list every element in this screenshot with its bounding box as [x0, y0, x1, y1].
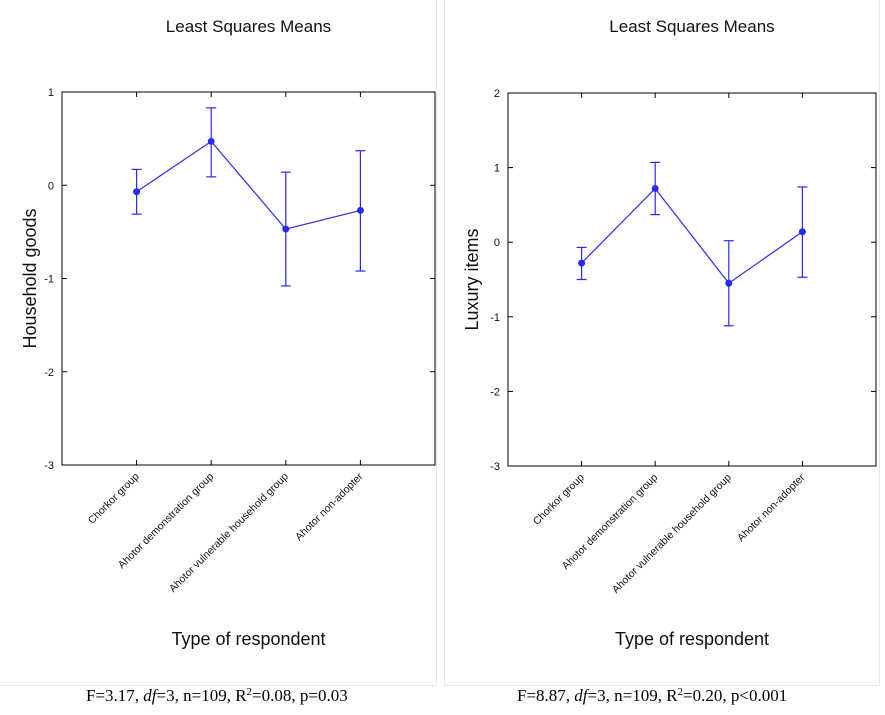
- data-point: [651, 184, 659, 192]
- plot-frame: [507, 92, 877, 467]
- household-goods-chart: Least Squares Means -3 -2 -1 0 1 Chorkor group…: [20, 17, 436, 649]
- y-tick-label: -3: [44, 460, 54, 472]
- x-category-label: Ahotor vulnerable household group: [610, 472, 734, 596]
- y-tick-label: -3: [490, 461, 500, 473]
- data-point: [356, 206, 364, 214]
- data-point: [282, 225, 290, 233]
- right-chart-panel: Least Squares Means -3 -2 -1 0 1 2 Chorkor grou…: [444, 0, 880, 686]
- y-tick-label: 1: [48, 87, 54, 99]
- stat-r2-sup: 2: [246, 686, 253, 698]
- y-tick-label: 0: [48, 180, 54, 192]
- y-tick-label: 1: [494, 163, 500, 175]
- plot-frame: [61, 91, 436, 466]
- series-line: [581, 187, 803, 285]
- x-axis-label: Type of respondent: [615, 629, 769, 649]
- y-tick-label: -1: [44, 274, 54, 286]
- y-axis-label: Luxury items: [462, 228, 482, 330]
- y-tick-label: 0: [494, 237, 500, 249]
- stat-df-value: =3, n=109, R: [587, 686, 678, 705]
- left-stats-caption: F=3.17, df=3, n=109, R2=0.08, p=0.03: [86, 686, 348, 706]
- data-point: [133, 188, 141, 196]
- data-point: [578, 259, 586, 267]
- stat-r2-sup: 2: [677, 686, 684, 698]
- x-category-label: Ahotor non-adopter: [735, 471, 808, 544]
- y-tick-label: 2: [494, 88, 500, 100]
- y-tick-label: -1: [490, 312, 500, 324]
- data-point: [798, 228, 806, 236]
- stat-df-label: df: [143, 686, 157, 705]
- x-category-label: Chorkor group: [86, 471, 142, 527]
- y-tick-label: -2: [44, 367, 54, 379]
- x-category-label: Ahotor non-adopter: [293, 470, 366, 543]
- series-line: [136, 140, 361, 230]
- y-tick-label: -2: [490, 386, 500, 398]
- x-category-label: Chorkor group: [531, 472, 587, 528]
- stat-f: F=8.87,: [517, 686, 575, 705]
- right-stats-caption: F=8.87, df=3, n=109, R2=0.20, p<0.001: [517, 686, 787, 706]
- luxury-items-chart: Least Squares Means -3 -2 -1 0 1 2 Chorkor grou…: [462, 17, 877, 649]
- stat-df-label: df: [574, 686, 588, 705]
- chart-title: Least Squares Means: [609, 17, 774, 36]
- stat-r2-rest: =0.08, p=0.03: [252, 686, 348, 705]
- y-axis-label: Household goods: [20, 208, 40, 348]
- chart-title: Least Squares Means: [166, 17, 331, 36]
- x-axis-label: Type of respondent: [171, 629, 325, 649]
- data-point: [725, 279, 733, 287]
- data-point: [207, 137, 215, 145]
- left-chart-panel: Least Squares Means -3 -2 -1 0 1 Chorkor group…: [0, 0, 437, 686]
- stat-f: F=3.17,: [86, 686, 144, 705]
- stat-df-value: =3, n=109, R: [156, 686, 247, 705]
- x-category-label: Ahotor vulnerable household group: [167, 471, 291, 595]
- stat-r2-rest: =0.20, p<0.001: [683, 686, 788, 705]
